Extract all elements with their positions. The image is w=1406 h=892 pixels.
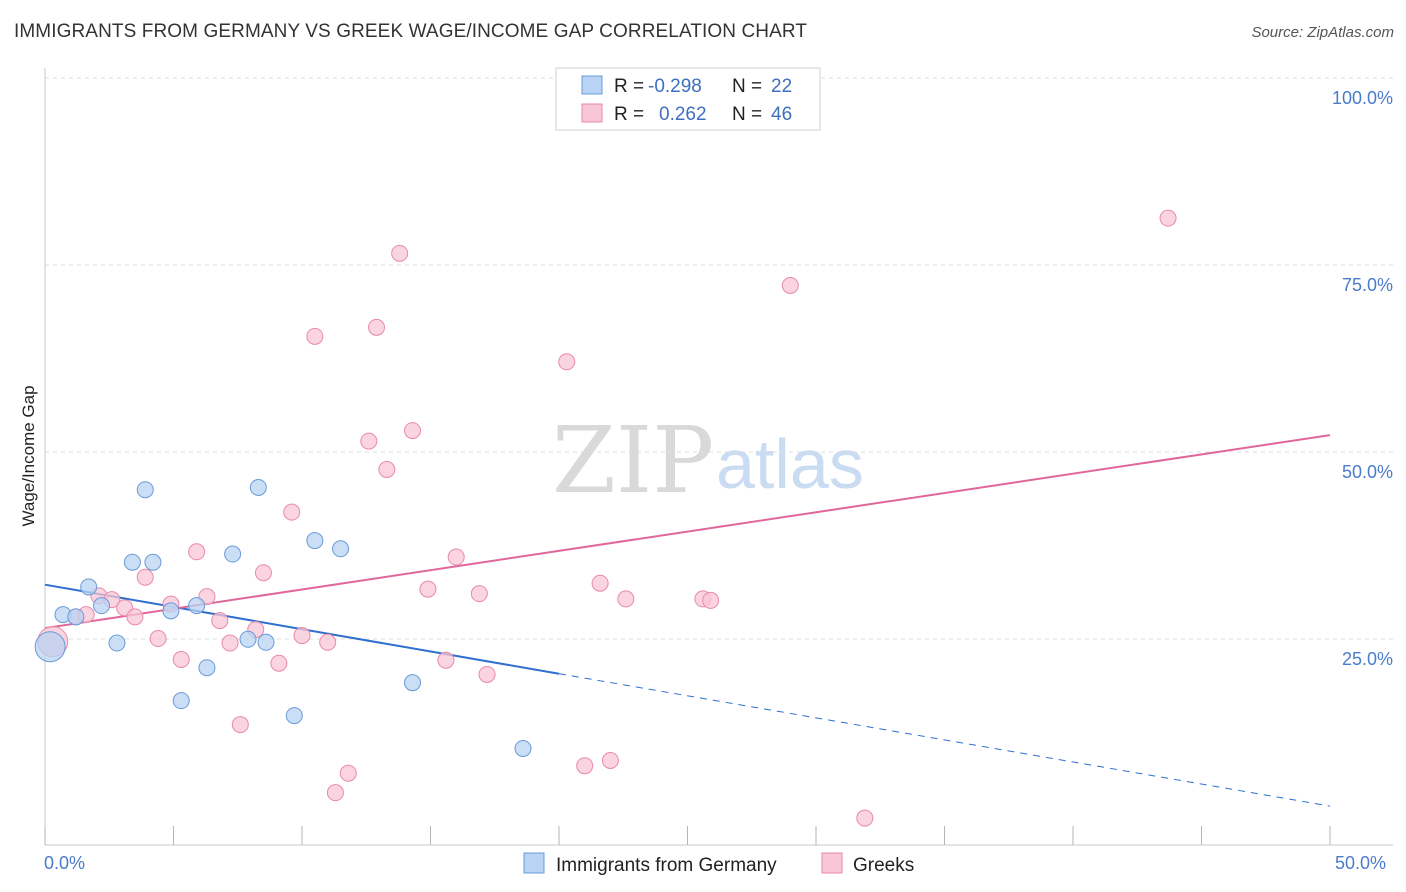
point-greeks (188, 543, 206, 561)
trend-line-germany-dashed (558, 673, 1331, 807)
y-tick-label: 25.0% (1342, 649, 1393, 669)
legend-n-label-germany: N = (732, 76, 762, 97)
point-germany (224, 545, 242, 563)
point-greeks (558, 353, 576, 371)
y-tick-label: 75.0% (1342, 275, 1393, 295)
point-germany (198, 659, 216, 677)
point-germany (257, 633, 275, 651)
point-greeks (283, 503, 301, 521)
legend-r-value-germany: -0.298 (648, 76, 702, 97)
point-greeks (617, 590, 635, 608)
point-germany (108, 634, 126, 652)
grid-layer (45, 77, 1393, 640)
point-greeks (1159, 209, 1177, 227)
y-tick-label: 100.0% (1332, 88, 1393, 108)
point-germany (249, 478, 267, 496)
x-tick-label: 50.0% (1335, 853, 1386, 873)
point-germany (144, 553, 162, 571)
point-germany (514, 740, 532, 758)
legend-n-value-germany: 22 (771, 76, 792, 97)
point-greeks (378, 461, 396, 479)
point-germany (239, 630, 257, 648)
legend-swatch-germany (581, 75, 603, 95)
point-greeks (576, 757, 594, 775)
point-greeks (702, 591, 720, 609)
point-germany (123, 553, 141, 571)
point-greeks (254, 564, 272, 582)
point-greeks (126, 608, 144, 626)
point-greeks (136, 568, 154, 586)
point-greeks (601, 751, 619, 769)
point-germany (67, 608, 85, 626)
point-greeks (270, 654, 288, 672)
point-greeks (404, 422, 422, 440)
points-layer (34, 209, 1177, 827)
legend-n-label-greeks: N = (732, 104, 762, 125)
point-greeks (326, 784, 344, 802)
point-greeks (470, 585, 488, 603)
point-greeks (391, 244, 409, 262)
y-tick-label: 50.0% (1342, 462, 1393, 482)
point-greeks (447, 548, 465, 566)
point-germany (162, 602, 180, 620)
bottom-legend-swatch-greeks (821, 852, 843, 874)
legend-n-value-greeks: 46 (771, 104, 792, 125)
watermark-atlas: atlas (716, 425, 864, 503)
point-greeks (231, 716, 249, 734)
point-germany (188, 597, 206, 615)
point-greeks (591, 574, 609, 592)
point-germany (404, 674, 422, 692)
point-greeks (306, 327, 324, 345)
x-tick-label: 0.0% (44, 853, 85, 873)
legend-box: R = -0.298 N = 22 R = 0.262 N = 46 (555, 67, 821, 131)
point-greeks (360, 432, 378, 450)
point-greeks (368, 318, 386, 336)
legend-r-value-greeks: 0.262 (659, 104, 707, 125)
chart-title: IMMIGRANTS FROM GERMANY VS GREEK WAGE/IN… (14, 21, 808, 42)
point-greeks (149, 630, 167, 648)
bottom-legend-label-germany: Immigrants from Germany (556, 855, 777, 876)
point-germany (93, 597, 111, 615)
point-greeks (172, 650, 190, 668)
watermark-zip: ZIP (552, 407, 714, 514)
point-germany (172, 692, 190, 710)
bottom-legend-swatch-germany (523, 852, 545, 874)
trend-line-greeks (44, 434, 1331, 630)
point-germany (136, 481, 154, 499)
legend-r-label-germany: R = (614, 76, 644, 97)
point-germany (285, 707, 303, 725)
source-label: Source: ZipAtlas.com (1251, 24, 1394, 41)
point-greeks (293, 627, 311, 645)
point-greeks (221, 634, 239, 652)
point-greeks (437, 651, 455, 669)
point-greeks (856, 809, 874, 827)
legend-r-label-greeks: R = (614, 104, 644, 125)
axis-layer: 25.0% 50.0% 75.0% 100.0% 0.0% 50.0% (44, 68, 1393, 873)
point-germany (80, 578, 98, 596)
point-greeks (478, 665, 496, 683)
point-greeks (781, 276, 799, 294)
bottom-legend-label-greeks: Greeks (853, 855, 914, 876)
bottom-legend: Immigrants from Germany Greeks (523, 852, 914, 876)
y-axis-label: Wage/Income Gap (19, 385, 38, 526)
point-germany (332, 540, 350, 558)
point-greeks (419, 580, 437, 598)
point-greeks (211, 612, 229, 630)
point-germany (306, 532, 324, 550)
point-germany (34, 631, 66, 663)
legend-swatch-greeks (581, 103, 603, 123)
point-greeks (319, 633, 337, 651)
point-greeks (339, 764, 357, 782)
